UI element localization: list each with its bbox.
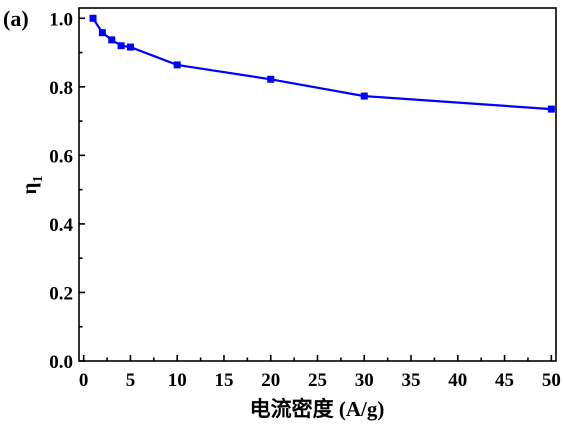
data-point-marker (173, 61, 181, 69)
x-axis-ticks: 0 5 10 15 20 25 30 35 40 45 50 (79, 355, 561, 391)
y-tick-label: 0.2 (49, 283, 73, 304)
x-tick-label: 0 (79, 370, 89, 391)
x-tick-label: 40 (448, 370, 467, 391)
y-axis-title: η1 (17, 176, 46, 195)
data-point-marker (98, 29, 106, 37)
y-axis-ticks: 0.0 0.2 0.4 0.6 0.8 1.0 (49, 9, 85, 373)
y-tick-label: 0.6 (49, 146, 73, 167)
y-tick-label: 0.4 (49, 215, 73, 236)
x-axis-title: 电流密度 (A/g) (250, 397, 385, 421)
svg-text:η1: η1 (17, 176, 46, 195)
data-point-marker (117, 42, 125, 50)
data-point-marker (360, 92, 368, 100)
panel-label: (a) (3, 6, 29, 31)
data-point-marker (126, 43, 134, 51)
x-tick-label: 50 (542, 370, 561, 391)
data-point-marker (267, 75, 275, 83)
y-axis-title-main: η (17, 182, 41, 194)
data-point-marker (547, 105, 555, 113)
series-line (92, 17, 552, 111)
x-tick-label: 25 (308, 370, 327, 391)
y-tick-label: 0.8 (49, 78, 73, 99)
x-tick-label: 45 (495, 370, 514, 391)
data-point-marker (89, 14, 97, 22)
y-tick-label: 0.0 (49, 352, 73, 373)
data-point-marker (108, 36, 116, 44)
y-axis-title-sub: 1 (31, 176, 46, 183)
x-tick-label: 10 (168, 370, 187, 391)
series-layer (89, 14, 555, 113)
x-tick-label: 30 (355, 370, 374, 391)
x-tick-label: 35 (402, 370, 421, 391)
x-tick-label: 15 (214, 370, 233, 391)
x-tick-label: 5 (126, 370, 136, 391)
plot-frame (78, 7, 557, 362)
y-tick-label: 1.0 (49, 9, 73, 30)
x-tick-label: 20 (261, 370, 280, 391)
